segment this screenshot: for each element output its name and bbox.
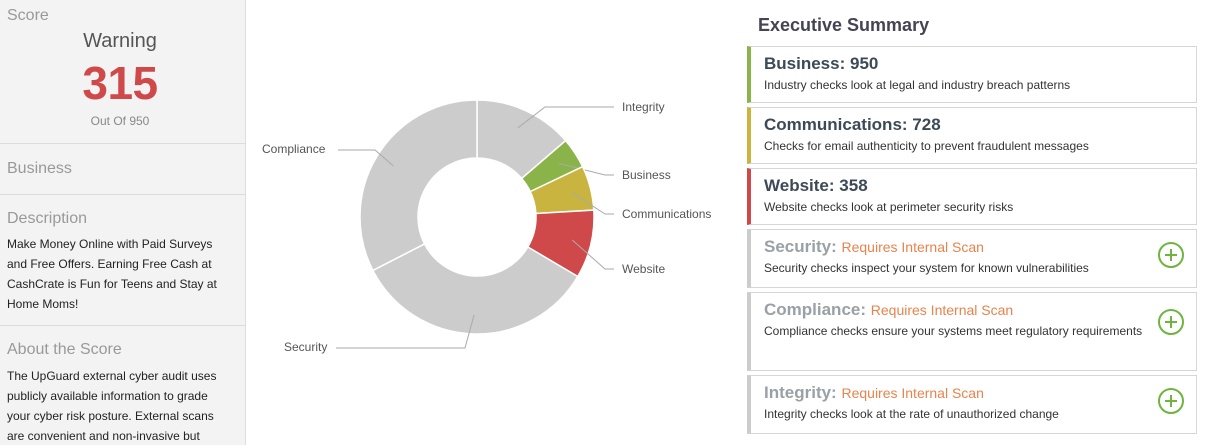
- card-score: 728: [912, 115, 941, 134]
- requires-scan-label: Requires Internal Scan: [841, 385, 984, 401]
- summary-card-website: Website: 358 Website checks look at peri…: [747, 168, 1197, 225]
- expand-plus-icon[interactable]: [1158, 242, 1184, 268]
- card-title: Compliance: Requires Internal Scan: [764, 300, 1013, 320]
- score-donut-chart: Integrity Business Communications Website Se…: [250, 0, 740, 445]
- card-name: Business:: [764, 54, 846, 73]
- card-description: Security checks inspect your system for …: [764, 261, 1089, 275]
- score-section: Score Warning 315 Out Of 950: [0, 0, 245, 144]
- card-title: Integrity: Requires Internal Scan: [764, 383, 984, 403]
- card-score: 950: [849, 54, 879, 73]
- requires-scan-label: Requires Internal Scan: [841, 239, 984, 255]
- slice-label-security: Security: [284, 340, 327, 354]
- card-name: Integrity:: [764, 383, 837, 402]
- card-title: Communications: 728: [764, 115, 941, 135]
- leader-line: [571, 192, 614, 215]
- summary-card-communications: Communications: 728 Checks for email aut…: [747, 107, 1197, 164]
- leader-line: [338, 149, 394, 167]
- slice-label-business: Business: [622, 168, 671, 182]
- leader-line: [517, 106, 614, 129]
- leader-line: [336, 314, 475, 349]
- card-name: Security:: [764, 237, 837, 256]
- slice-label-compliance: Compliance: [262, 142, 326, 156]
- card-score: 358: [839, 176, 868, 195]
- card-name: Compliance:: [764, 300, 867, 319]
- slice-label-communications: Communications: [622, 207, 711, 221]
- score-status: Warning: [83, 30, 157, 52]
- about-section: About the Score The UpGuard external cyb…: [0, 326, 245, 445]
- summary-card-compliance: Compliance: Requires Internal Scan Compl…: [747, 292, 1197, 371]
- slice-label-website: Website: [622, 262, 665, 276]
- business-heading: Business: [7, 160, 72, 177]
- about-text: The UpGuard external cyber audit uses pu…: [7, 369, 217, 443]
- summary-card-integrity: Integrity: Requires Internal Scan Integr…: [747, 375, 1197, 434]
- business-section: Business: [0, 144, 245, 195]
- card-name: Communications:: [764, 115, 908, 134]
- donut-slice-compliance: [359, 99, 478, 272]
- donut-svg: Integrity Business Communications Website Se…: [262, 99, 711, 354]
- executive-summary-title: Executive Summary: [758, 15, 930, 35]
- slice-label-integrity: Integrity: [622, 100, 665, 114]
- card-description: Checks for email authenticity to prevent…: [764, 139, 1089, 153]
- expand-plus-icon[interactable]: [1158, 309, 1184, 335]
- card-description: Compliance checks ensure your systems me…: [764, 324, 1143, 338]
- card-description: Integrity checks look at the rate of una…: [764, 407, 1059, 421]
- score-heading: Score: [7, 7, 49, 24]
- description-heading: Description: [7, 210, 88, 227]
- sidebar: Score Warning 315 Out Of 950 Business De…: [0, 0, 246, 445]
- card-title: Security: Requires Internal Scan: [764, 237, 984, 257]
- about-heading: About the Score: [7, 341, 122, 358]
- card-description: Industry checks look at legal and indust…: [764, 78, 1071, 92]
- donut-slice-security: [371, 242, 579, 335]
- leader-line: [571, 239, 614, 270]
- summary-card-business: Business: 950 Industry checks look at le…: [747, 46, 1197, 103]
- description-text: Make Money Online with Paid Surveys and …: [7, 237, 217, 311]
- expand-plus-icon[interactable]: [1158, 388, 1184, 414]
- description-section: Description Make Money Online with Paid …: [0, 195, 245, 326]
- score-out-of: Out Of 950: [90, 114, 150, 128]
- leader-line: [558, 162, 614, 176]
- score-value: 315: [82, 57, 158, 109]
- card-description: Website checks look at perimeter securit…: [764, 200, 1014, 214]
- card-title: Website: 358: [764, 176, 868, 196]
- summary-card-security: Security: Requires Internal Scan Securit…: [747, 229, 1197, 288]
- card-name: Website:: [764, 176, 835, 195]
- card-title: Business: 950: [764, 54, 878, 74]
- requires-scan-label: Requires Internal Scan: [870, 302, 1014, 318]
